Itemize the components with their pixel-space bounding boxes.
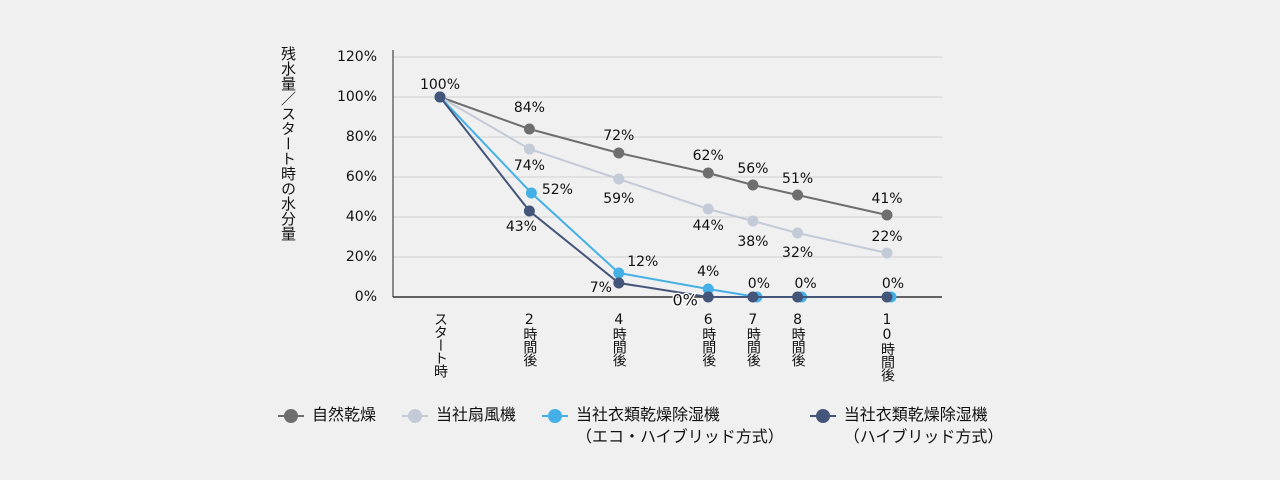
y-axis-title: 残水量／スタート時の水分量 xyxy=(279,46,297,241)
data-label: 0% xyxy=(748,276,770,292)
data-point xyxy=(613,267,625,279)
data-point xyxy=(702,291,714,303)
data-point xyxy=(523,143,535,155)
data-label: 7% xyxy=(590,280,612,296)
data-point xyxy=(747,291,759,303)
legend-label: 当社衣類乾燥除湿機 （エコ・ハイブリッド方式） xyxy=(576,405,784,446)
y-tick-label: 120% xyxy=(337,49,377,65)
data-point xyxy=(702,283,714,295)
series-3 xyxy=(434,91,893,303)
data-point xyxy=(792,291,804,303)
series-2 xyxy=(434,91,897,303)
y-tick-label: 20% xyxy=(346,249,377,265)
data-point xyxy=(434,91,446,103)
data-label: 32% xyxy=(782,245,813,261)
data-point xyxy=(747,215,759,227)
data-point xyxy=(881,291,893,303)
data-label: 100% xyxy=(420,77,460,93)
data-label: 0% xyxy=(794,276,816,292)
x-tick-label: 6時間後 xyxy=(700,312,717,366)
data-point xyxy=(881,247,893,259)
y-tick-label: 100% xyxy=(337,89,377,105)
data-label: 62% xyxy=(693,148,724,164)
data-point xyxy=(613,277,625,289)
data-point xyxy=(523,123,535,135)
data-point xyxy=(613,147,625,159)
x-tick-label: 4時間後 xyxy=(610,312,627,366)
data-label: 38% xyxy=(737,234,768,250)
data-label: 59% xyxy=(603,191,634,207)
data-label: 12% xyxy=(627,254,658,270)
data-label: 51% xyxy=(782,171,813,187)
data-point xyxy=(702,167,714,179)
legend: 自然乾燥 当社扇風機 当社衣類乾燥除湿機 （エコ・ハイブリッド方式） 当社衣類乾燥除湿… xyxy=(278,404,1003,448)
y-tick-label: 40% xyxy=(346,209,377,225)
data-label: 22% xyxy=(871,229,902,245)
y-tick-label: 0% xyxy=(355,289,377,305)
y-tick-label: 60% xyxy=(346,169,377,185)
data-label: 72% xyxy=(603,128,634,144)
x-tick-label: 7時間後 xyxy=(744,312,761,366)
legend-marker-icon xyxy=(542,405,569,425)
legend-marker-icon xyxy=(402,405,429,425)
legend-label: 当社衣類乾燥除湿機 （ハイブリッド方式） xyxy=(843,405,1004,446)
data-point xyxy=(523,205,535,217)
data-point xyxy=(792,227,804,239)
data-point xyxy=(792,189,804,201)
data-label: 44% xyxy=(693,218,724,234)
legend-marker-icon xyxy=(278,405,304,425)
data-label: 56% xyxy=(737,161,768,177)
data-label: 0% xyxy=(882,276,904,292)
y-tick-label: 80% xyxy=(346,129,377,145)
x-tick-label: 8時間後 xyxy=(789,312,806,366)
data-label: 52% xyxy=(542,182,573,198)
series-line xyxy=(439,96,887,298)
data-label: 43% xyxy=(506,219,537,235)
legend-item: 当社衣類乾燥除湿機 （ハイブリッド方式） xyxy=(809,404,1004,448)
legend-marker-icon xyxy=(809,405,836,425)
data-point xyxy=(702,203,714,215)
series-0 xyxy=(434,91,893,221)
data-label: 74% xyxy=(514,158,545,174)
series-line xyxy=(439,96,891,298)
series-line xyxy=(439,96,888,216)
data-point xyxy=(525,187,537,199)
x-tick-label: 10時間後 xyxy=(879,312,895,381)
legend-label: 自然乾燥 xyxy=(312,405,377,424)
legend-item: 当社衣類乾燥除湿機 （エコ・ハイブリッド方式） xyxy=(542,404,784,448)
data-label: 0% xyxy=(673,291,698,310)
series-1 xyxy=(434,91,893,259)
data-label: 84% xyxy=(514,100,545,116)
data-point xyxy=(881,209,893,221)
data-label: 41% xyxy=(871,191,902,207)
x-tick-label: スタート時 xyxy=(432,312,448,377)
data-point xyxy=(747,179,759,191)
x-tick-label: 2時間後 xyxy=(521,312,538,366)
legend-item: 自然乾燥 xyxy=(278,404,376,426)
data-label: 4% xyxy=(697,264,719,280)
legend-label: 当社扇風機 xyxy=(436,405,517,424)
legend-item: 当社扇風機 xyxy=(402,404,516,426)
data-point xyxy=(613,173,625,185)
